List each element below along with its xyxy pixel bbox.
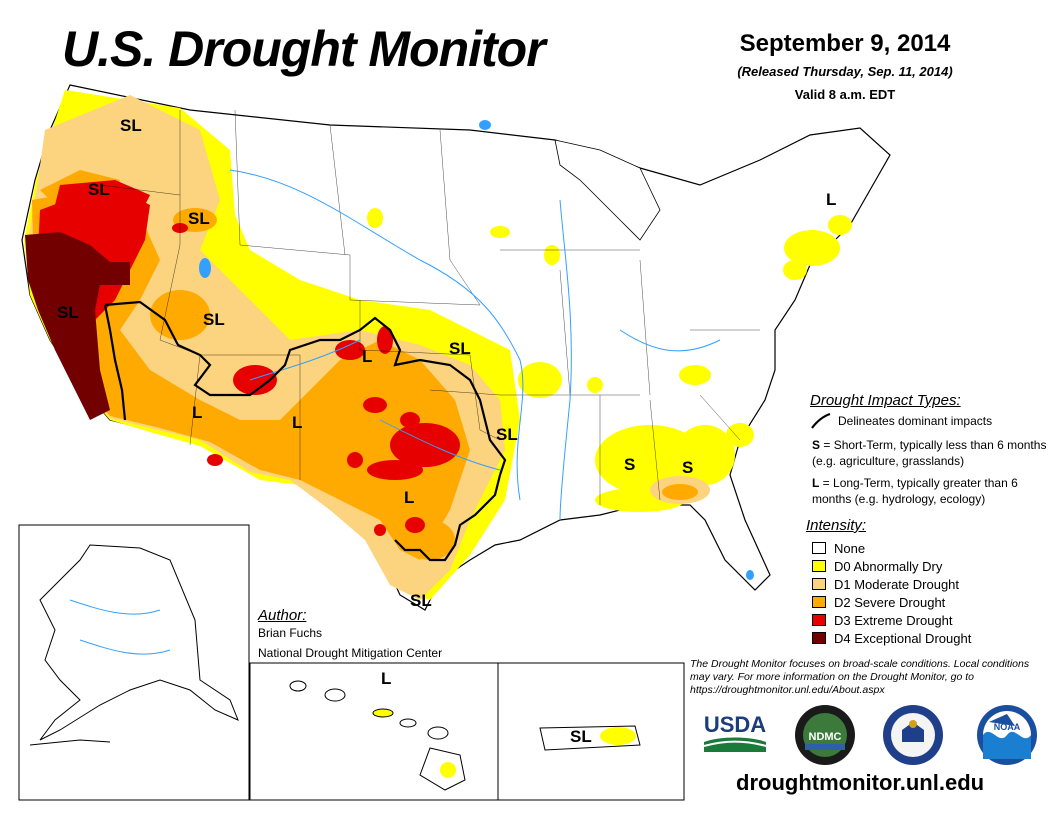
impact-label-ar: SL — [496, 425, 518, 444]
valid-time: Valid 8 a.m. EDT — [794, 87, 896, 102]
impact-label-tx-coast: SL — [410, 591, 432, 610]
impact-label-co: L — [362, 347, 372, 366]
impact-labels: SL SL SL SL SL L L L SL L SL S S SL L — [57, 116, 836, 610]
legend-label: D4 Exceptional Drought — [834, 631, 972, 646]
intensity-title: Intensity: — [806, 517, 867, 534]
short-term-key: S — [812, 438, 821, 452]
legend-label: D1 Moderate Drought — [834, 577, 960, 592]
impact-label-ks: SL — [449, 339, 471, 358]
impact-label-pr: SL — [570, 727, 592, 746]
hawaii-inset: L — [249, 662, 499, 801]
commerce-seal-logo — [883, 705, 943, 765]
author-name: Brian Fuchs — [258, 626, 323, 640]
legend-swatch — [812, 542, 826, 554]
legend-label: None — [834, 541, 866, 556]
legend-swatch — [812, 614, 826, 626]
short-term-text: = Short-Term, typically less than 6 mont… — [812, 438, 1047, 468]
disclaimer-text: The Drought Monitor focuses on broad-sca… — [690, 658, 1030, 696]
impact-label-ut: SL — [203, 310, 225, 329]
great-lakes — [554, 139, 661, 241]
water-bodies — [199, 120, 754, 580]
legend-swatch — [812, 578, 826, 590]
d4-areas — [25, 232, 130, 420]
website-url[interactable]: droughtmonitor.unl.edu — [736, 770, 985, 795]
short-term-description: S = Short-Term, typically less than 6 mo… — [812, 437, 1047, 469]
impact-boundary-lines — [103, 300, 507, 562]
impact-label-or: SL — [88, 180, 110, 199]
legend-swatch — [812, 632, 826, 644]
author-title: Author: — [258, 607, 307, 624]
impact-label-ca: SL — [57, 303, 79, 322]
impact-label-hi: L — [381, 669, 391, 688]
ndmc-logo: NDMC — [795, 705, 855, 765]
impact-label-ne: L — [826, 190, 836, 209]
long-term-description: L = Long-Term, typically greater than 6 … — [812, 475, 1047, 507]
impact-label-ga: S — [624, 455, 635, 474]
legend-swatch — [812, 560, 826, 572]
rivers — [229, 169, 721, 521]
long-term-text: = Long-Term, typically greater than 6 mo… — [812, 476, 1018, 506]
long-term-key: L — [812, 476, 820, 490]
impact-line-sample — [811, 412, 831, 429]
author-organization: National Drought Mitigation Center — [258, 646, 443, 660]
legend-label: D3 Extreme Drought — [834, 613, 953, 628]
impact-label-az: L — [192, 403, 202, 422]
legend-label: D2 Severe Drought — [834, 595, 946, 610]
usda-logo: USDA — [703, 712, 766, 752]
state-borders — [99, 109, 760, 505]
ndmc-logo-text: NDMC — [809, 731, 842, 743]
impact-label-id: SL — [188, 209, 210, 228]
alaska-inset — [18, 524, 250, 801]
usda-logo-text: USDA — [704, 712, 766, 737]
puerto-rico-inset: SL — [497, 662, 685, 801]
map-title: U.S. Drought Monitor — [62, 21, 546, 77]
impact-types-title: Drought Impact Types: — [810, 392, 961, 409]
impact-label-nm: L — [292, 413, 302, 432]
impact-label-tx: L — [404, 488, 414, 507]
impact-line-description: Delineates dominant impacts — [838, 414, 993, 428]
noaa-logo-text: NOAA — [994, 722, 1021, 732]
legend-swatch — [812, 596, 826, 608]
impact-label-wa: SL — [120, 116, 142, 135]
impact-label-sc: S — [682, 458, 693, 477]
release-note: (Released Thursday, Sep. 11, 2014) — [737, 64, 953, 79]
legend-label: D0 Abnormally Dry — [834, 559, 943, 574]
noaa-logo: NOAA — [977, 705, 1037, 765]
map-date: September 9, 2014 — [739, 30, 951, 57]
